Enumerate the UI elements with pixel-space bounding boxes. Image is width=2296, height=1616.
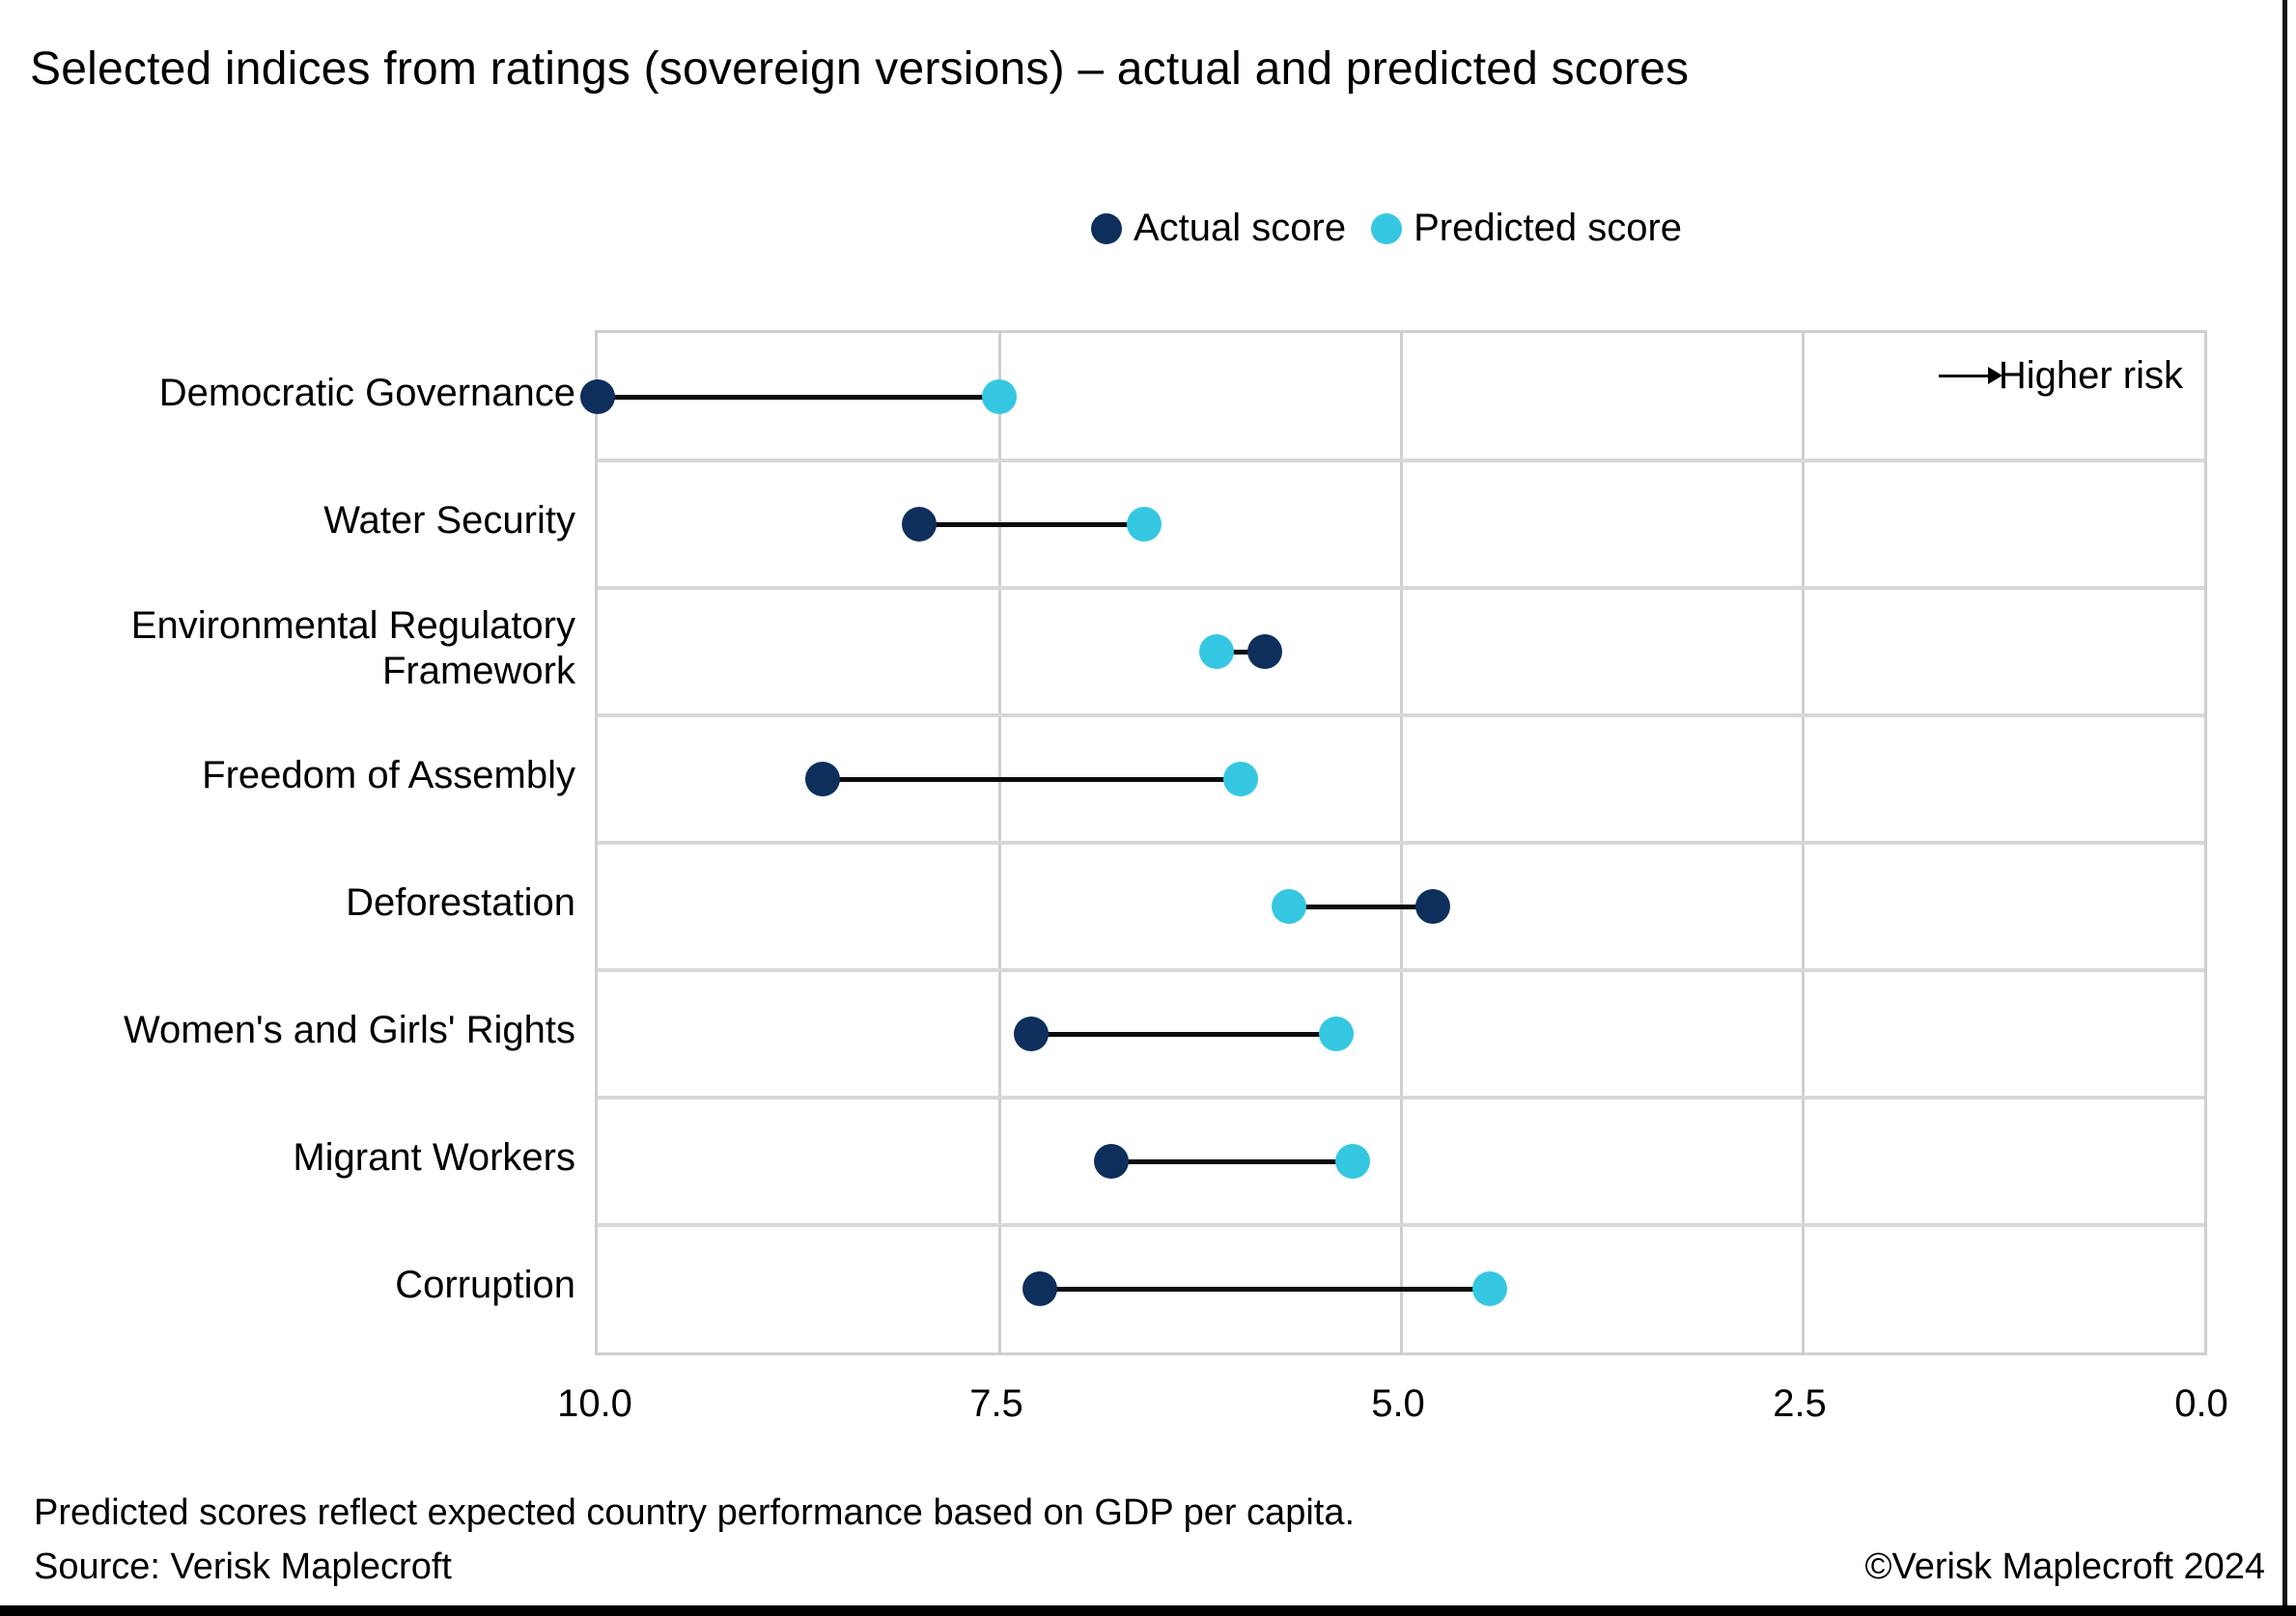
y-axis-label: Women's and Girls' Rights — [123, 1009, 575, 1052]
predicted-score-dot — [982, 379, 1017, 414]
legend-item-actual[interactable]: Actual score — [1091, 207, 1346, 250]
dumbbell-connector — [822, 776, 1241, 782]
dumbbell-connector — [1111, 1158, 1354, 1164]
x-axis-tick-label: 10.0 — [557, 1382, 632, 1425]
x-axis-tick-label: 2.5 — [1773, 1382, 1827, 1425]
band-separator — [598, 1096, 2204, 1100]
predicted-score-dot — [1471, 1271, 1507, 1306]
y-axis-label: Freedom of Assembly — [202, 754, 575, 797]
x-axis-tick-label: 0.0 — [2174, 1382, 2228, 1425]
actual-score-dot — [580, 379, 615, 414]
actual-score-dot — [1014, 1017, 1050, 1051]
footnote: Predicted scores reflect expected countr… — [34, 1492, 1356, 1533]
dumbbell-connector — [1039, 1286, 1490, 1292]
band-separator — [598, 459, 2204, 462]
y-axis-label: Corruption — [395, 1264, 575, 1307]
band-separator — [598, 968, 2204, 972]
legend-item-predicted[interactable]: Predicted score — [1371, 207, 1682, 250]
bottom-border-bar — [0, 1605, 2296, 1616]
y-axis-label: Environmental Regulatory Framework — [130, 603, 575, 692]
chart-title: Selected indices from ratings (sovereign… — [30, 43, 1690, 95]
x-axis-tick-label: 5.0 — [1371, 1382, 1425, 1425]
dumbbell-connector — [1288, 904, 1434, 909]
predicted-score-dot — [1271, 889, 1306, 924]
predicted-score-dot — [1222, 762, 1258, 796]
predicted-legend-dot-icon — [1371, 212, 1403, 244]
y-axis-label: Democratic Governance — [158, 372, 575, 415]
actual-score-dot — [901, 507, 937, 542]
actual-score-dot — [804, 762, 840, 796]
predicted-score-dot — [1319, 1017, 1355, 1051]
copyright-text: ©Verisk Maplecroft 2024 — [1864, 1546, 2265, 1587]
dumbbell-connector — [1031, 1031, 1337, 1037]
actual-score-dot — [1022, 1271, 1057, 1306]
legend-item-label: Predicted score — [1414, 207, 1683, 249]
right-arrow-icon — [1938, 367, 2002, 384]
y-axis-label: Migrant Workers — [293, 1136, 575, 1180]
y-axis-label: Water Security — [323, 499, 575, 543]
plot-area: Higher risk — [580, 330, 2207, 1355]
legend-item-label: Actual score — [1134, 207, 1347, 249]
actual-score-dot — [1415, 889, 1451, 924]
predicted-score-dot — [1335, 1144, 1371, 1179]
annotation-label: Higher risk — [1998, 353, 2183, 397]
dumbbell-connector — [1216, 649, 1265, 655]
dumbbell-connector — [598, 394, 999, 400]
actual-score-dot — [1246, 634, 1282, 669]
band-separator — [598, 713, 2204, 717]
actual-score-dot — [1094, 1144, 1130, 1179]
predicted-score-dot — [1198, 634, 1234, 669]
x-axis-tick-label: 7.5 — [969, 1382, 1023, 1425]
higher-risk-annotation: Higher risk — [1938, 352, 2183, 399]
legend: Actual score Predicted score — [1091, 207, 1682, 250]
dumbbell-connector — [918, 521, 1144, 527]
actual-legend-dot-icon — [1091, 212, 1122, 244]
y-axis-label: Deforestation — [346, 881, 575, 925]
right-border-bar — [2282, 0, 2287, 1605]
source-text: Source: Verisk Maplecroft — [34, 1546, 452, 1587]
band-separator — [598, 841, 2204, 845]
band-separator — [598, 1223, 2204, 1227]
band-separator — [598, 586, 2204, 590]
predicted-score-dot — [1126, 507, 1162, 542]
